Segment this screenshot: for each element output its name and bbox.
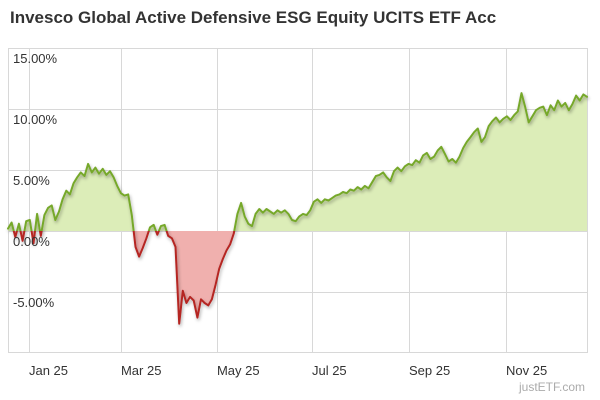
y-axis-label: 5.00% (13, 173, 50, 188)
x-axis-label: Jan 25 (28, 363, 69, 378)
area-fill-positive (8, 93, 587, 231)
chart-title: Invesco Global Active Defensive ESG Equi… (10, 8, 497, 27)
y-axis-label: 10.00% (13, 112, 58, 127)
x-axis-label: Sep 25 (409, 363, 451, 378)
x-axis-label: Mar 25 (120, 363, 162, 378)
plot-border (8, 48, 588, 353)
series-line-positive (7, 92, 588, 231)
y-axis-label: 0.00% (13, 234, 50, 249)
watermark: justETF.com (518, 380, 585, 394)
x-axis-label: May 25 (216, 363, 260, 378)
y-axis-label: -5.00% (13, 295, 55, 310)
x-axis-label: Jul 25 (311, 363, 347, 378)
x-axis-label: Nov 25 (505, 363, 548, 378)
y-axis-label: 15.00% (13, 51, 58, 66)
